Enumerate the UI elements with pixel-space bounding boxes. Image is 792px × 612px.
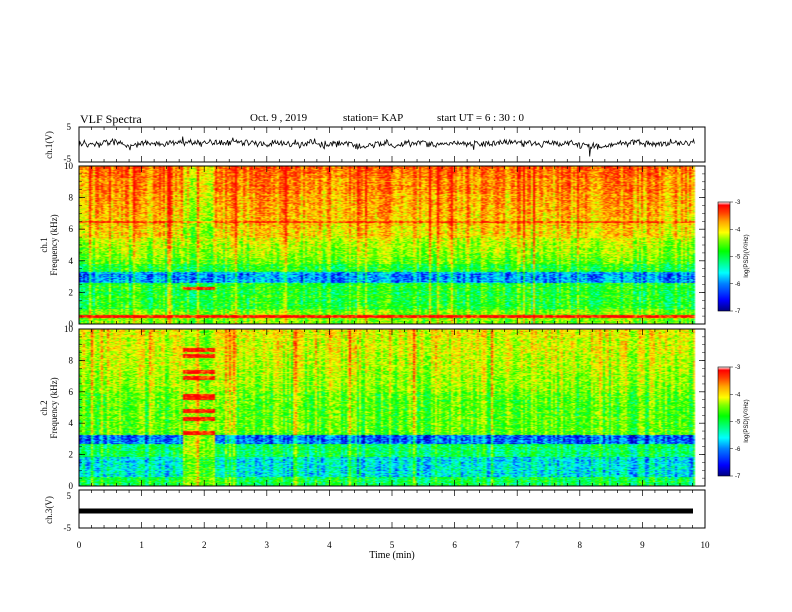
ch1-ytick-bottom: -5 bbox=[64, 154, 72, 164]
x-tick-label: 0 bbox=[77, 540, 82, 550]
ch3-ylabel: ch.3(V) bbox=[44, 496, 54, 524]
ch1-waveform-trace bbox=[78, 136, 695, 157]
ch1-ytick-top: 5 bbox=[67, 122, 72, 132]
colorbar-tick-label: -5 bbox=[735, 255, 741, 261]
y-tick-label: 4 bbox=[69, 256, 74, 266]
start-time-label: start UT = 6 : 30 : 0 bbox=[437, 112, 524, 124]
colorbar-tick-label: -3 bbox=[735, 365, 741, 371]
colorbar-ch2: -3 -4 -5 -6 -7 log(PSD)(V²/Hz) bbox=[717, 365, 750, 480]
ch2-spectrogram-panel: 0 2 4 6 8 10 ch.2 Frequency (kHz) bbox=[39, 324, 706, 491]
station-label: station= KAP bbox=[343, 112, 404, 124]
ch1-spec-ylabel-frequency: Frequency (kHz) bbox=[49, 214, 59, 275]
colorbar-tick-label: -4 bbox=[735, 227, 741, 233]
ch1-spec-ylabel-channel: ch.1 bbox=[39, 237, 49, 252]
ch1-spectrogram-panel: 0 2 4 6 8 10 ch.1 Frequency (kHz) bbox=[39, 161, 706, 329]
ch2-spec-ylabel-frequency: Frequency (kHz) bbox=[49, 377, 59, 438]
x-axis-label: Time (min) bbox=[369, 550, 414, 561]
x-tick-label: 3 bbox=[265, 540, 270, 550]
y-tick-label: 0 bbox=[69, 481, 74, 491]
ticks4-x-ticks bbox=[78, 490, 706, 528]
x-tick-label: 6 bbox=[452, 540, 457, 550]
colorbar-ch1-bar bbox=[717, 201, 731, 312]
x-tick-label: 4 bbox=[327, 540, 332, 550]
colorbar-tick-label: -5 bbox=[735, 420, 741, 426]
ch1-spectrogram-heatmap bbox=[79, 166, 705, 324]
ch3-ytick-bottom: -5 bbox=[64, 523, 72, 533]
y-tick-label: 2 bbox=[69, 450, 74, 460]
y-tick-label: 6 bbox=[69, 224, 74, 234]
x-tick-label: 1 bbox=[139, 540, 144, 550]
colorbar-tick-label: -7 bbox=[735, 474, 741, 480]
y-tick-label: 2 bbox=[69, 287, 74, 297]
x-tick-label: 7 bbox=[515, 540, 520, 550]
colorbar-tick-label: -6 bbox=[735, 447, 741, 453]
chart-title: VLF Spectra bbox=[80, 112, 142, 126]
colorbar-tick-label: -3 bbox=[735, 200, 741, 206]
date-label: Oct. 9 , 2019 bbox=[250, 112, 308, 124]
x-tick-label: 2 bbox=[202, 540, 207, 550]
x-tick-label: 9 bbox=[640, 540, 645, 550]
y-tick-label: 8 bbox=[69, 193, 74, 203]
y-tick-label: 10 bbox=[64, 324, 74, 334]
colorbar-ch2-label: log(PSD)(V²/Hz) bbox=[744, 399, 750, 442]
ticks3-x-ticks bbox=[78, 329, 706, 486]
y-tick-label: 10 bbox=[64, 161, 74, 171]
colorbar-tick-label: -4 bbox=[735, 392, 741, 398]
ticks1-x-ticks bbox=[78, 127, 706, 162]
x-tick-label: 5 bbox=[390, 540, 395, 550]
y-tick-label: 8 bbox=[69, 355, 74, 365]
y-tick-label: 4 bbox=[69, 418, 74, 428]
y-tick-label: 6 bbox=[69, 387, 74, 397]
ch1-ylabel: ch.1(V) bbox=[44, 131, 54, 159]
colorbar-ch1: -3 -4 -5 -6 -7 log(PSD)(V²/Hz) bbox=[717, 200, 750, 315]
colorbar-ch1-label: log(PSD)(V²/Hz) bbox=[744, 234, 750, 277]
x-axis-tick-labels: 0 1 2 3 4 5 6 7 8 9 10 bbox=[77, 540, 710, 550]
ch3-waveform-panel: 5 -5 ch.3(V) bbox=[44, 489, 706, 533]
x-tick-label: 8 bbox=[578, 540, 583, 550]
ch1-waveform-panel: 5 -5 ch.1(V) bbox=[44, 122, 706, 164]
y-tick-label: 0 bbox=[69, 319, 74, 329]
x-tick-label: 10 bbox=[701, 540, 711, 550]
colorbar-tick-label: -6 bbox=[735, 282, 741, 288]
colorbar-ch2-bar bbox=[717, 366, 731, 477]
ch2-spectrogram-heatmap bbox=[79, 329, 705, 486]
ticks2-x-ticks bbox=[78, 166, 706, 324]
colorbar-tick-label: -7 bbox=[735, 309, 741, 315]
ch2-spec-ylabel-channel: ch.2 bbox=[39, 400, 49, 415]
ch3-ytick-top: 5 bbox=[67, 491, 72, 501]
